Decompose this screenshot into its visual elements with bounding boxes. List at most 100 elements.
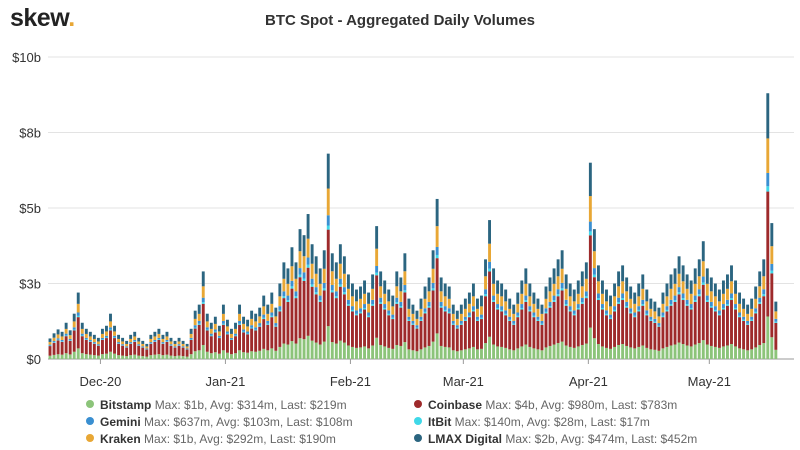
bar-segment-itbit [68,340,72,341]
bar-segment-coinbase [181,347,185,357]
bar-segment-lmax-digital [68,330,72,336]
legend-name: Coinbase [428,398,483,412]
bar-segment-bitstamp [443,346,447,359]
bar-segment-lmax-digital [56,329,60,335]
bar-segment-kraken [677,273,681,288]
legend-item-itbit[interactable]: ItBit Max: $140m, Avg: $28m, Last: $17m [414,415,650,429]
bar-segment-bitstamp [242,352,246,359]
bar-segment-kraken [342,273,346,288]
bar-segment-coinbase [415,328,419,352]
bar-segment-itbit [701,282,705,285]
bar-segment-gemini [689,304,693,308]
bar-segment-lmax-digital [367,292,371,304]
x-tick-label: Mar-21 [443,374,484,389]
bar-segment-coinbase [431,290,435,342]
bar-segment-bitstamp [359,347,362,359]
bar-segment-kraken [84,333,88,338]
bar-segment-lmax-digital [387,289,391,302]
bar-segment-coinbase [145,349,149,357]
bar-segment-gemini [330,285,334,291]
bar-segment-gemini [443,306,447,310]
bar-segment-itbit [685,304,689,306]
bar-segment-kraken [649,308,653,317]
legend-item-gemini[interactable]: Gemini Max: $637m, Avg: $103m, Last: $10… [86,415,353,429]
bar-segment-coinbase [213,332,217,353]
bar-segment-itbit [451,323,455,325]
bar-segment-gemini [548,301,552,306]
bar-segment-itbit [189,339,193,340]
bar-segment-gemini [609,314,612,318]
bar-segment-bitstamp [427,345,431,359]
bar-segment-kraken [133,336,137,340]
bar-segment-itbit [230,339,233,340]
bar-segment-lmax-digital [125,340,129,344]
bar-segment-gemini [476,316,479,320]
bar-segment-itbit [306,264,310,268]
bar-segment-kraken [512,313,516,321]
bar-segment-lmax-digital [88,331,92,337]
bar-segment-gemini [721,304,725,308]
bar-segment-coinbase [742,320,746,350]
y-tick-label: $8b [19,126,41,141]
bar-segment-gemini [399,301,403,306]
bar-segment-lmax-digital [326,153,330,189]
bar-segment-itbit [609,317,612,320]
bar-segment-itbit [109,329,112,331]
bar-segment-lmax-digital [105,325,108,332]
bar-segment-bitstamp [330,342,334,359]
bar-segment-bitstamp [306,335,310,359]
bar-segment-itbit [294,296,298,299]
bar-segment-kraken [484,276,487,290]
bar-segment-lmax-digital [80,322,84,329]
bar-segment-gemini [100,337,104,340]
legend-item-lmax-digital[interactable]: LMAX Digital Max: $2b, Avg: $474m, Last:… [414,432,697,446]
bar-segment-bitstamp [56,354,60,359]
bar-segment-coinbase [504,315,508,348]
bar-segment-gemini [395,297,399,303]
bar-segment-gemini [197,320,201,324]
bar-segment-gemini [544,308,548,312]
bar-segment-coinbase [471,311,475,347]
bar-segment-kraken [298,251,302,269]
bar-segment-bitstamp [52,354,56,359]
bar-segment-coinbase [197,324,201,351]
bar-segment-lmax-digital [262,295,266,307]
bar-segment-lmax-digital [476,298,479,309]
bar-segment-kraken [411,313,415,321]
bar-segment-coinbase [84,339,88,355]
bar-segment-lmax-digital [355,289,358,302]
bar-segment-kraken [709,291,713,302]
bar-segment-lmax-digital [302,235,306,257]
legend-item-coinbase[interactable]: Coinbase Max: $4b, Avg: $980m, Last: $78… [414,398,677,412]
bar-segment-gemini [363,304,366,308]
legend-item-bitstamp[interactable]: Bitstamp Max: $1b, Avg: $314m, Last: $21… [86,398,347,412]
bar-segment-gemini [403,285,407,291]
bar-segment-kraken [516,303,520,313]
bar-segment-gemini [613,306,617,310]
bar-segment-bitstamp [72,351,76,359]
bar-segment-bitstamp [395,344,399,359]
bar-segment-bitstamp [572,347,576,359]
bar-segment-itbit [601,307,604,310]
bar-segment-kraken [588,196,592,222]
bar-segment-itbit [746,323,750,325]
bar-segment-gemini [161,342,165,344]
bar-segment-itbit [100,339,104,340]
bar-segment-lmax-digital [48,338,52,342]
bar-segment-gemini [125,346,129,348]
bar-segment-coinbase [314,294,318,343]
bar-segment-gemini [681,293,685,299]
bar-segment-gemini [133,339,137,342]
bar-segment-lmax-digital [459,304,463,314]
bar-segment-lmax-digital [161,334,165,339]
bar-segment-itbit [342,292,346,295]
bar-segment-gemini [705,295,709,301]
bar-segment-bitstamp [391,348,395,359]
bar-segment-kraken [532,303,536,313]
legend-item-kraken[interactable]: Kraken Max: $1b, Avg: $292m, Last: $190m [86,432,336,446]
bar-segment-coinbase [419,320,423,350]
bar-segment-bitstamp [665,346,669,359]
bar-segment-lmax-digital [270,292,274,304]
bar-segment-coinbase [697,296,701,344]
bar-segment-itbit [197,323,201,325]
